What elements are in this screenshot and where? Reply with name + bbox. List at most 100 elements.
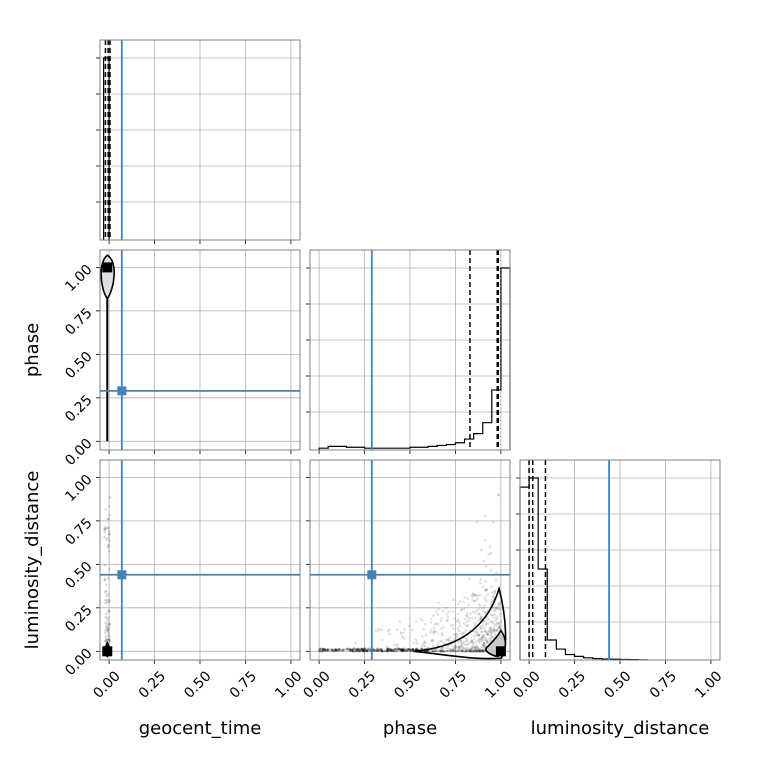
scatter-point bbox=[481, 636, 484, 640]
scatter-point bbox=[477, 619, 480, 622]
scatter-point bbox=[484, 564, 488, 568]
scatter-point bbox=[478, 633, 481, 637]
scatter-point bbox=[436, 612, 440, 616]
scatter-point bbox=[478, 647, 482, 651]
scatter-point bbox=[473, 599, 477, 602]
scatter-point bbox=[103, 577, 107, 581]
panel-luminosity_distance-vs-phase: 0.00 0.25 0.50 0.75 1.00 bbox=[300, 459, 516, 702]
scatter-point bbox=[422, 627, 426, 631]
scatter-point bbox=[449, 624, 453, 627]
scatter-point bbox=[492, 521, 495, 524]
scatter-point bbox=[433, 622, 436, 626]
scatter-point bbox=[486, 632, 490, 635]
scatter-point bbox=[489, 626, 493, 629]
scatter-point bbox=[497, 603, 501, 606]
scatter-point bbox=[492, 609, 496, 612]
x-tick-label: 0.25 bbox=[556, 668, 589, 701]
scatter-point bbox=[423, 640, 427, 643]
scatter-point bbox=[442, 649, 445, 653]
scatter-point bbox=[477, 612, 480, 616]
scatter-point bbox=[456, 648, 460, 652]
scatter-point bbox=[470, 650, 474, 653]
scatter-point bbox=[107, 544, 110, 547]
scatter-point bbox=[436, 650, 440, 653]
scatter-point bbox=[479, 604, 482, 608]
x-axis-label-geocent_time: geocent_time bbox=[139, 718, 262, 739]
scatter-point bbox=[351, 649, 354, 653]
scatter-point bbox=[493, 616, 496, 620]
scatter-point bbox=[363, 648, 367, 652]
scatter-point bbox=[462, 607, 466, 611]
scatter-point bbox=[392, 649, 395, 652]
scatter-point bbox=[483, 598, 487, 601]
scatter-point bbox=[108, 513, 112, 517]
scatter-point bbox=[108, 539, 111, 543]
scatter-point bbox=[465, 614, 469, 618]
scatter-point bbox=[482, 641, 486, 645]
scatter-point bbox=[475, 650, 478, 653]
scatter-point bbox=[493, 634, 497, 637]
scatter-point bbox=[480, 548, 483, 552]
scatter-point bbox=[348, 649, 352, 652]
scatter-point bbox=[491, 599, 494, 602]
scatter-point bbox=[349, 648, 352, 652]
x-tick-label: 1.00 bbox=[482, 668, 515, 701]
x-tick-label: 0.25 bbox=[346, 668, 379, 701]
contour-outer bbox=[413, 585, 507, 660]
panel-frame bbox=[99, 39, 301, 241]
scatter-point bbox=[470, 646, 474, 650]
scatter-point bbox=[429, 628, 433, 631]
x-tick-label: 0.00 bbox=[300, 668, 333, 701]
scatter-point bbox=[436, 647, 440, 651]
scatter-point bbox=[402, 637, 406, 640]
scatter-point bbox=[494, 608, 497, 612]
scatter-point bbox=[465, 649, 469, 653]
scatter-point bbox=[386, 648, 389, 651]
scatter-point bbox=[458, 621, 461, 624]
scatter-point bbox=[465, 620, 469, 623]
scatter-point bbox=[440, 640, 444, 643]
x-axis-label-luminosity_distance: luminosity_distance bbox=[531, 718, 710, 739]
scatter-point bbox=[476, 649, 479, 653]
scatter-point bbox=[484, 629, 487, 633]
scatter-point bbox=[341, 648, 345, 652]
scatter-point bbox=[451, 610, 454, 613]
scatter-point bbox=[108, 638, 112, 641]
scatter-point bbox=[360, 648, 363, 652]
scatter-point bbox=[432, 630, 436, 633]
scatter-point bbox=[399, 631, 403, 634]
scatter-point bbox=[445, 619, 449, 623]
scatter-point bbox=[445, 649, 449, 653]
scatter-point bbox=[411, 648, 415, 651]
scatter-point bbox=[459, 644, 463, 648]
scatter-point bbox=[484, 588, 487, 592]
scatter-point bbox=[385, 648, 389, 652]
panel-frame bbox=[99, 249, 301, 451]
scatter-point bbox=[387, 648, 391, 651]
scatter-point bbox=[391, 648, 395, 652]
scatter-point bbox=[458, 647, 461, 651]
scatter-point bbox=[424, 622, 427, 626]
scatter-point bbox=[434, 649, 438, 653]
scatter-point bbox=[454, 633, 458, 636]
scatter-point bbox=[106, 628, 110, 632]
scatter-point bbox=[466, 649, 469, 653]
scatter-point bbox=[489, 637, 492, 641]
scatter-point bbox=[108, 598, 111, 602]
scatter-point bbox=[490, 601, 493, 604]
scatter-point bbox=[420, 647, 423, 651]
scatter-point bbox=[107, 609, 111, 613]
scatter-point bbox=[489, 627, 492, 631]
scatter-point bbox=[437, 607, 440, 611]
scatter-point bbox=[393, 647, 397, 651]
scatter-point bbox=[457, 618, 460, 622]
scatter-point bbox=[468, 649, 471, 652]
scatter-point bbox=[440, 649, 444, 652]
scatter-point bbox=[108, 640, 111, 643]
scatter-point bbox=[436, 640, 440, 644]
scatter-point bbox=[475, 609, 479, 612]
scatter-point bbox=[355, 649, 359, 652]
scatter-point bbox=[401, 648, 404, 652]
scatter-point bbox=[477, 634, 481, 637]
panel-frame bbox=[99, 459, 301, 661]
